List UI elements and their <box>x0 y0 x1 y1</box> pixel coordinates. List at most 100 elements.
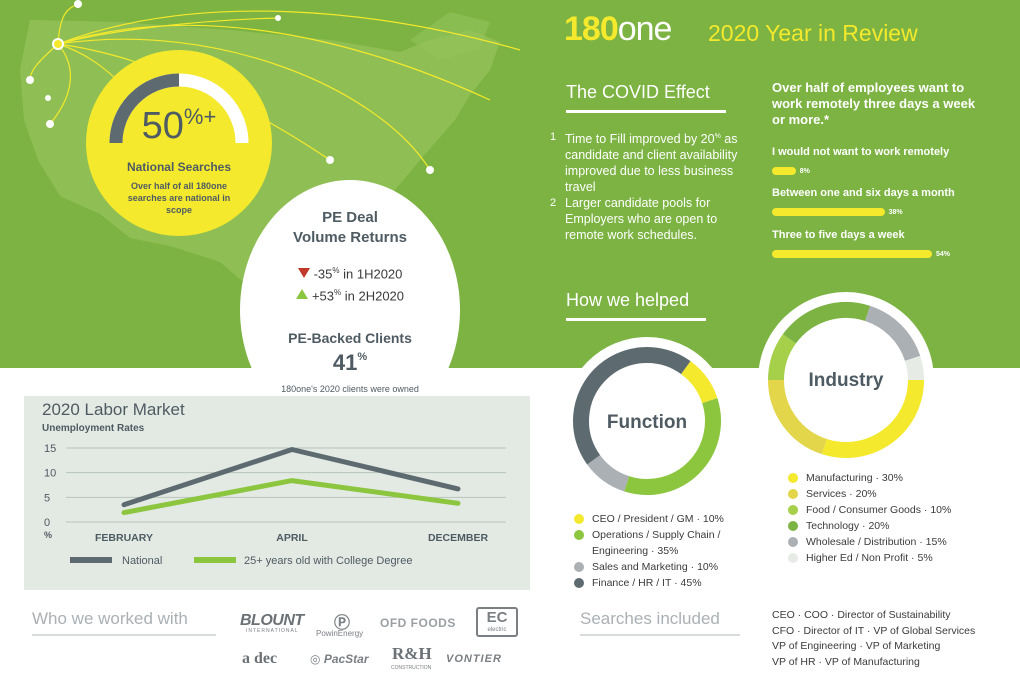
function-legend: CEO / President / GM · 10% Operations / … <box>574 511 724 591</box>
powin-logo-mark: Ⓟ <box>334 615 351 632</box>
donut-segment-3 <box>573 347 691 465</box>
national-searches-label: National Searches <box>126 160 232 174</box>
industry-legend-item: Manufacturing · 30% <box>788 470 951 486</box>
function-label: Function <box>606 412 688 433</box>
legend-dot-icon <box>574 530 584 540</box>
page-title: 2020 Year in Review <box>708 20 918 46</box>
legend-dot-icon <box>788 505 798 515</box>
up-triangle-icon <box>295 289 308 300</box>
covid-list: 1 Time to Fill improved by 20% as candida… <box>550 129 740 243</box>
adec-logo: a dec <box>242 650 278 667</box>
national-searches-value: 50%+ <box>141 104 217 147</box>
survey-label: I would not want to work remotely <box>772 146 950 158</box>
legend-dot-icon <box>788 521 798 531</box>
legend-dot-icon <box>574 578 584 588</box>
pe-deal-up-row: +53% in 2H2020 <box>240 288 460 303</box>
searches-line: CFO · Director of IT · VP of Global Serv… <box>772 624 976 637</box>
industry-legend-item: Technology · 20% <box>788 518 951 534</box>
pe-deal-title: PE Deal Volume Returns <box>293 209 407 246</box>
searches-underline <box>580 634 740 636</box>
searches-line: VP of Engineering · VP of Marketing <box>772 640 941 652</box>
labor-chart-subtitle: Unemployment Rates <box>42 423 145 434</box>
rh-logo: R&H <box>392 644 432 663</box>
x-tick-label: DECEMBER <box>428 532 489 544</box>
donut-segment-3 <box>782 302 871 344</box>
industry-donut <box>758 292 934 468</box>
ec-logo-text: EC <box>486 609 508 626</box>
ec-logo-sub: electric <box>487 627 507 633</box>
searches-line: VP of HR · VP of Manufacturing <box>772 655 920 668</box>
donut-segment-4 <box>864 305 921 362</box>
function-donut <box>563 337 731 505</box>
donut-segment-5 <box>904 355 924 381</box>
function-legend-item: Operations / Supply Chain / Engineering ·… <box>574 527 724 559</box>
national-gauge <box>109 73 249 144</box>
ofd-foods-logo: OFD FOODS <box>380 616 456 630</box>
legend-dot-icon <box>788 473 798 483</box>
x-tick-label: APRIL <box>276 532 308 544</box>
donut-segment-0 <box>821 379 924 458</box>
survey-bar <box>772 208 885 216</box>
vontier-logo: VONTIER <box>446 653 502 665</box>
donut-segment-0 <box>680 361 718 404</box>
survey-bar <box>772 167 796 175</box>
y-unit-label: % <box>44 530 52 540</box>
pe-deal-down-row: -35% in 1H2020 <box>240 266 460 281</box>
ec-electric-logo: EC electric <box>476 607 518 637</box>
industry-legend-item: Wholesale / Distribution · 15% <box>788 534 951 550</box>
national-searches-description: Over half of all 180one searches are nat… <box>127 181 231 215</box>
function-legend-item: Finance / HR / IT · 45% <box>574 575 724 591</box>
how-we-helped-heading: How we helped <box>566 290 690 310</box>
survey-label: Between one and six days a month <box>772 187 955 199</box>
covid-heading: The COVID Effect <box>566 82 710 102</box>
legend-label-college: 25+ years old with College Degree <box>244 555 412 567</box>
legend-dot-icon <box>788 537 798 547</box>
y-tick-label: 15 <box>44 443 56 455</box>
industry-legend-item: Services · 20% <box>788 486 951 502</box>
powin-logo: PowinEnergy <box>316 629 364 638</box>
pe-backed-clients-value: 41% <box>332 350 368 375</box>
function-legend-item: CEO / President / GM · 10% <box>574 511 724 527</box>
industry-legend-item: Food / Consumer Goods · 10% <box>788 502 951 518</box>
donut-segment-1 <box>768 379 828 455</box>
survey-value: 38% <box>888 209 903 216</box>
labor-chart-title: 2020 Labor Market <box>42 400 185 419</box>
clients-heading: Who we worked with <box>32 609 188 628</box>
industry-legend-item: Higher Ed / Non Profit · 5% <box>788 550 951 566</box>
industry-label: Industry <box>808 370 884 391</box>
legend-dot-icon <box>788 489 798 499</box>
industry-legend: Manufacturing · 30% Services · 20% Food … <box>788 470 951 566</box>
clients-underline <box>32 634 216 636</box>
survey-title: Over half of employees want to work remo… <box>772 80 976 127</box>
down-triangle-icon <box>297 268 310 279</box>
searches-heading: Searches included <box>580 609 720 628</box>
rh-logo-sub: CONSTRUCTION <box>391 665 432 671</box>
blount-logo: BLOUNT <box>240 612 304 629</box>
covid-item-1: 1 Time to Fill improved by 20% as candida… <box>550 131 738 195</box>
series-line-0 <box>121 447 461 508</box>
covid-underline <box>566 110 726 113</box>
legend-dot-icon <box>574 562 584 572</box>
pe-backed-clients-label: PE-Backed Clients <box>288 330 412 346</box>
searches-line: CEO · COO · Director of Sustainability <box>772 609 951 621</box>
labor-line-chart: 15 10 5 0 FEBRUARY APRIL DECEMBER % National 2… <box>44 443 506 567</box>
legend-dot-icon <box>574 514 584 524</box>
survey-value: 54% <box>936 251 951 258</box>
legend-label-national: National <box>122 555 162 567</box>
pacstar-logo: ◎ PacStar <box>310 652 369 666</box>
brand-logo: 180one <box>564 10 672 48</box>
survey-label: Three to five days a week <box>772 229 905 241</box>
covid-item-2: 2 Larger candidate pools for Employers wh… <box>550 196 718 243</box>
function-legend-item: Sales and Marketing · 10% <box>574 559 724 575</box>
donut-segment-2 <box>768 334 797 381</box>
x-tick-label: FEBRUARY <box>95 532 153 544</box>
survey-value: 8% <box>799 168 810 175</box>
donut-segment-1 <box>624 398 721 495</box>
searches-list: CEO · COO · Director of Sustainability C… <box>772 608 975 670</box>
donut-segment-2 <box>587 454 630 492</box>
y-tick-label: 10 <box>44 468 56 480</box>
legend-dot-icon <box>788 553 798 563</box>
how-we-helped-underline <box>566 318 706 321</box>
y-tick-label: 5 <box>44 492 50 504</box>
blount-logo-sub: INTERNATIONAL <box>246 628 299 634</box>
